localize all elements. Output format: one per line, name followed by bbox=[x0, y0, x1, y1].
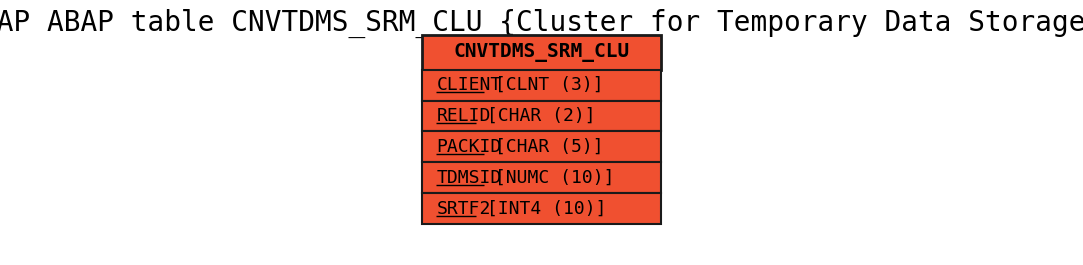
Text: [NUMC (10)]: [NUMC (10)] bbox=[484, 169, 615, 187]
Bar bbox=[422, 70, 661, 100]
Text: RELID: RELID bbox=[436, 107, 491, 125]
Text: [CLNT (3)]: [CLNT (3)] bbox=[484, 76, 604, 94]
Text: TDMSID: TDMSID bbox=[436, 169, 501, 187]
Text: [INT4 (10)]: [INT4 (10)] bbox=[477, 200, 606, 218]
Text: [CHAR (5)]: [CHAR (5)] bbox=[484, 138, 604, 156]
Text: [CHAR (2)]: [CHAR (2)] bbox=[477, 107, 596, 125]
Text: CLIENT: CLIENT bbox=[436, 76, 501, 94]
Bar bbox=[422, 131, 661, 162]
Bar bbox=[422, 193, 661, 224]
Text: PACKID: PACKID bbox=[436, 138, 501, 156]
Bar bbox=[422, 36, 661, 70]
Text: SAP ABAP table CNVTDMS_SRM_CLU {Cluster for Temporary Data Storage}: SAP ABAP table CNVTDMS_SRM_CLU {Cluster … bbox=[0, 9, 1083, 38]
Bar bbox=[422, 162, 661, 193]
Bar bbox=[422, 100, 661, 131]
Text: CNVTDMS_SRM_CLU: CNVTDMS_SRM_CLU bbox=[454, 43, 629, 62]
Text: SRTF2: SRTF2 bbox=[436, 200, 491, 218]
